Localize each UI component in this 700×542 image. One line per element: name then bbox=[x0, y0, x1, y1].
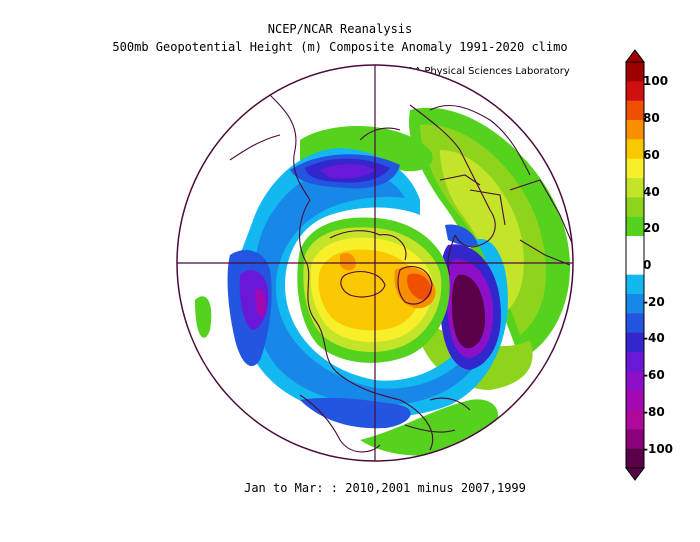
colorbar-cell bbox=[626, 158, 644, 179]
colorbar-cell bbox=[626, 429, 644, 450]
colorbar-tick-label: 80 bbox=[643, 111, 660, 126]
colorbar-cell bbox=[626, 448, 644, 469]
colorbar-cell bbox=[626, 332, 644, 353]
colorbar-tick-label: 100 bbox=[643, 74, 669, 89]
colorbar-top-arrow bbox=[625, 49, 645, 63]
colorbar-cell bbox=[626, 100, 644, 121]
colorbar-cell bbox=[626, 352, 644, 372]
colorbar-cell bbox=[626, 390, 644, 411]
map-subtitle: 500mb Geopotential Height (m) Composite … bbox=[112, 40, 568, 54]
colorbar-tick-label: -80 bbox=[643, 404, 665, 419]
coastlines bbox=[229, 94, 573, 453]
colorbar-cell bbox=[626, 294, 644, 314]
colorbar-cell bbox=[626, 255, 644, 276]
colorbar-cell bbox=[626, 197, 644, 218]
colorbar-cell bbox=[626, 62, 644, 82]
colorbar-cell bbox=[626, 139, 644, 160]
colorbar-cell bbox=[626, 81, 644, 102]
map-boundary bbox=[176, 64, 574, 462]
colorbar-tick-label: -40 bbox=[643, 331, 665, 346]
map-title: NCEP/NCAR Reanalysis bbox=[267, 22, 413, 36]
colorbar-tick-label: 40 bbox=[643, 184, 660, 199]
colorbar-bottom-arrow bbox=[625, 467, 645, 481]
colorbar-tick-label: 60 bbox=[643, 147, 660, 162]
grid-lines bbox=[177, 65, 573, 461]
colorbar-cell bbox=[626, 410, 644, 430]
colorbar-cell bbox=[626, 313, 644, 334]
colorbar-tick-label: 20 bbox=[643, 221, 660, 236]
colorbar-tick-label: -100 bbox=[643, 441, 674, 456]
colorbar-cell bbox=[626, 178, 644, 198]
credit-text: NOAA Physical Sciences Laboratory bbox=[392, 66, 570, 77]
colorbar-cell bbox=[626, 236, 644, 256]
colorbar-cell bbox=[626, 274, 644, 295]
colorbar-tick-label: -60 bbox=[643, 368, 665, 383]
colorbar-cell bbox=[626, 120, 644, 140]
colorbar-cell bbox=[626, 371, 644, 392]
date-range-caption: Jan to Mar: : 2010,2001 minus 2007,1999 bbox=[244, 481, 526, 495]
colorbar-tick-label: 0 bbox=[643, 258, 652, 272]
colorbar-tick-label: -20 bbox=[643, 294, 665, 309]
colorbar-cell bbox=[626, 216, 644, 237]
